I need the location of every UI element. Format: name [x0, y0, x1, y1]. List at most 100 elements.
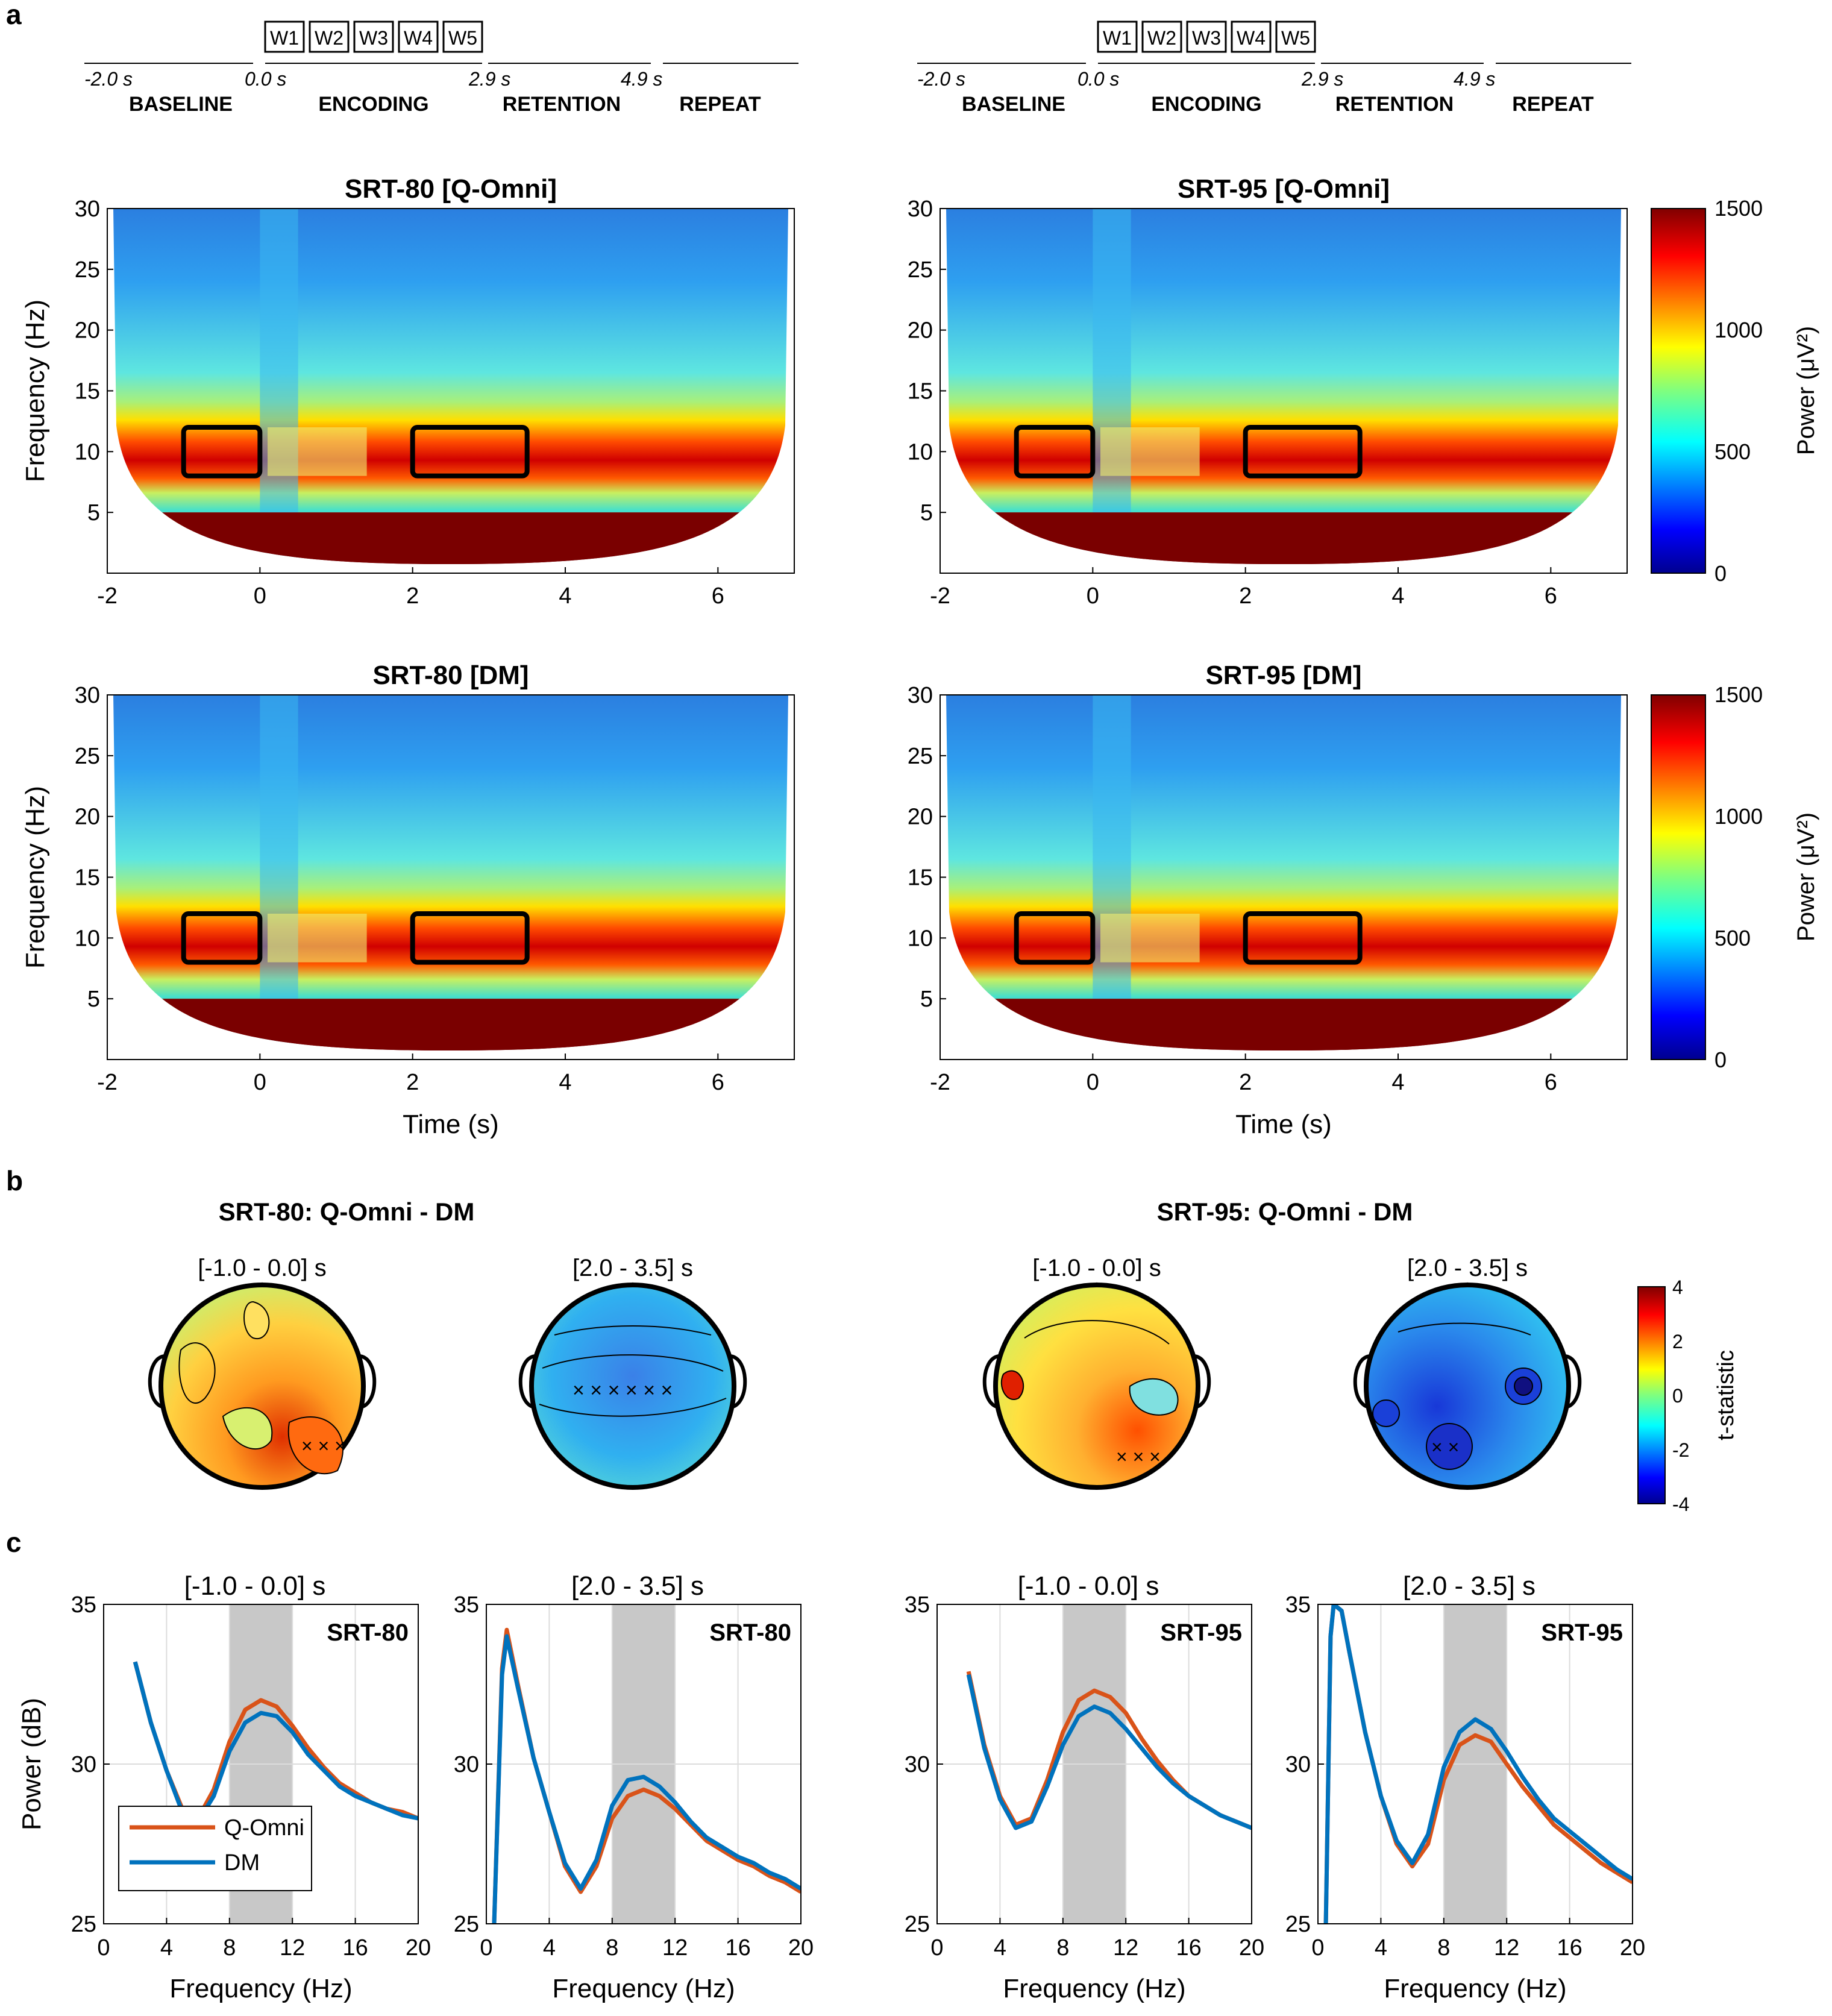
colorbar-tick: 1500 [1714, 196, 1763, 221]
x-tick-label: 8 [223, 1935, 236, 1961]
x-tick-label: 6 [1545, 583, 1557, 609]
y-axis-label: Power (dB) [17, 1698, 46, 1830]
x-axis-label: Frequency (Hz) [552, 1974, 735, 2003]
y-tick-label: 25 [454, 1912, 479, 1937]
word-label: W3 [1192, 27, 1221, 49]
tf-power-map [113, 209, 788, 564]
word-label: W5 [448, 27, 477, 49]
series-lines [492, 1627, 801, 1924]
condition-label: SRT-95 [1160, 1619, 1242, 1646]
x-tick-label: 6 [712, 1070, 724, 1095]
series-lines [1323, 1604, 1633, 1924]
y-tick-label: 10 [908, 926, 933, 951]
time-mark: 2.9 s [1301, 68, 1343, 90]
panel-letter-c: c [6, 1527, 22, 1558]
colorbar-tick: -4 [1672, 1493, 1689, 1515]
series-line-dm [1323, 1604, 1633, 1924]
x-tick-label: 12 [1494, 1935, 1519, 1961]
encoding-alpha-gap [268, 914, 367, 962]
time-mark: 4.9 s [1454, 68, 1495, 90]
colorbar-tick: 2 [1672, 1331, 1683, 1352]
spectrum-panel-1: SRT-80[-1.0 - 0.0] s 0 4 8 12 16 20 25 30 35 Frequ… [17, 1571, 431, 2003]
word-box-1: W1 [1097, 20, 1138, 53]
word-box-2: W2 [1141, 20, 1182, 53]
phase-label: REPEAT [1512, 93, 1594, 116]
x-tick-label: -2 [97, 1070, 118, 1095]
tstat-colorbar: 4 2 0 -2 -4 t-statistic [1637, 1276, 1739, 1515]
word-label: W3 [359, 27, 388, 49]
roi-box-1 [1014, 425, 1096, 479]
low-frequency-band [113, 512, 788, 564]
spectrum-panel-2: SRT-80[2.0 - 3.5] s 0 4 8 12 16 20 25 30 35 Freque… [454, 1571, 814, 2003]
topoplot-srt80-retention: [2.0 - 3.5] s × × × × × × [518, 1255, 747, 1490]
chart-title: SRT-80 [DM] [372, 661, 529, 690]
colorbar-label: Power (μV²) [1793, 326, 1819, 455]
y-tick-label: 25 [908, 257, 933, 283]
word-box-4: W4 [1231, 20, 1272, 53]
chart-title: [2.0 - 3.5] s [571, 1571, 704, 1601]
x-tick-label: 16 [725, 1935, 750, 1961]
time-mark: -2.0 s [917, 68, 965, 90]
word-label: W2 [1147, 27, 1176, 49]
word-box-3: W3 [353, 20, 394, 53]
x-tick-label: 6 [712, 583, 724, 609]
y-tick-label: 10 [75, 439, 100, 465]
panel-letter-a: a [6, 0, 22, 30]
x-tick-label: 12 [662, 1935, 688, 1961]
encoding-alpha-gap [268, 427, 367, 476]
encoding-alpha-gap [1100, 914, 1200, 962]
tf-power-map [113, 695, 788, 1050]
low-frequency-band [113, 999, 788, 1050]
y-tick-label: 10 [908, 439, 933, 465]
x-tick-label: 0 [254, 583, 266, 609]
significant-electrodes: × × × [301, 1435, 346, 1457]
power-colorbar-top: 1500 1000 500 0 Power (μV²) [1651, 196, 1819, 586]
spectrum-panel-3: SRT-95[-1.0 - 0.0] s 0 4 8 12 16 20 25 30 35 Frequ… [905, 1571, 1264, 2003]
x-tick-label: 4 [559, 583, 571, 609]
y-tick-label: 30 [75, 683, 100, 708]
y-tick-label: 25 [905, 1912, 930, 1937]
x-axis-label: Frequency (Hz) [1384, 1974, 1566, 2003]
y-tick-label: 25 [908, 744, 933, 769]
x-tick-label: 6 [1545, 1070, 1557, 1095]
x-tick-label: 20 [788, 1935, 814, 1961]
y-tick-label: 25 [71, 1912, 96, 1937]
x-tick-label: 16 [342, 1935, 368, 1961]
phase-label: RETENTION [1335, 93, 1454, 116]
topo-window-label: [-1.0 - 0.0] s [198, 1255, 326, 1281]
roi-box-2 [1243, 911, 1363, 965]
word-box-4: W4 [398, 20, 439, 53]
roi-box-1 [181, 911, 263, 965]
x-tick-label: 16 [1557, 1935, 1582, 1961]
word-label: W4 [404, 27, 433, 49]
phase-label: ENCODING [318, 93, 428, 116]
phase-label: REPEAT [679, 93, 761, 116]
tf-power-background [113, 695, 788, 1050]
roi-box-2 [410, 911, 530, 965]
time-mark: 4.9 s [621, 68, 662, 90]
y-tick-label: 30 [454, 1752, 479, 1777]
phase-label: BASELINE [962, 93, 1065, 116]
series-lines [966, 1671, 1252, 1830]
word-box-2: W2 [309, 20, 350, 53]
y-tick-label: 35 [905, 1592, 930, 1618]
chart-title: SRT-80 [Q-Omni] [345, 174, 557, 204]
y-tick-label: 5 [87, 500, 100, 526]
y-tick-label: 35 [1285, 1592, 1311, 1618]
word-label: W1 [1103, 27, 1132, 49]
timeline-left: W1 W2 W3 W4 W5 -2.0 s 0.0 s 2.9 s 4.9 s … [84, 20, 798, 116]
word-label: W1 [270, 27, 299, 49]
x-tick-label: 4 [543, 1935, 556, 1961]
condition-label: SRT-95 [1541, 1619, 1623, 1646]
series-line-dm [966, 1674, 1252, 1830]
colorbar-tick: -2 [1672, 1439, 1689, 1461]
y-tick-label: 20 [908, 805, 933, 830]
x-tick-label: -2 [930, 583, 950, 609]
spectrum-panels: SRT-80[-1.0 - 0.0] s0 4 8 12 16 20253035Frequ… [17, 1571, 1645, 2003]
y-tick-label: 5 [920, 500, 933, 526]
topo-row-title-srt95: SRT-95: Q-Omni - DM [1157, 1198, 1413, 1226]
topo-window-label: [2.0 - 3.5] s [1407, 1255, 1528, 1281]
legend-label: Q-Omni [224, 1815, 304, 1841]
x-axis-label: Frequency (Hz) [1003, 1974, 1185, 2003]
x-tick-label: 8 [1437, 1935, 1450, 1961]
